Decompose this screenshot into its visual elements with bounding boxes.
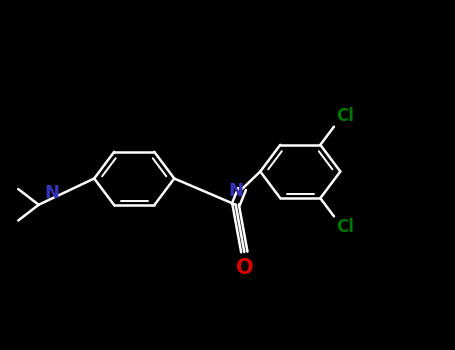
Text: N: N — [228, 182, 243, 200]
Text: N: N — [44, 184, 59, 202]
Text: Cl: Cl — [336, 107, 354, 125]
Text: Cl: Cl — [336, 218, 354, 236]
Text: O: O — [236, 258, 253, 278]
